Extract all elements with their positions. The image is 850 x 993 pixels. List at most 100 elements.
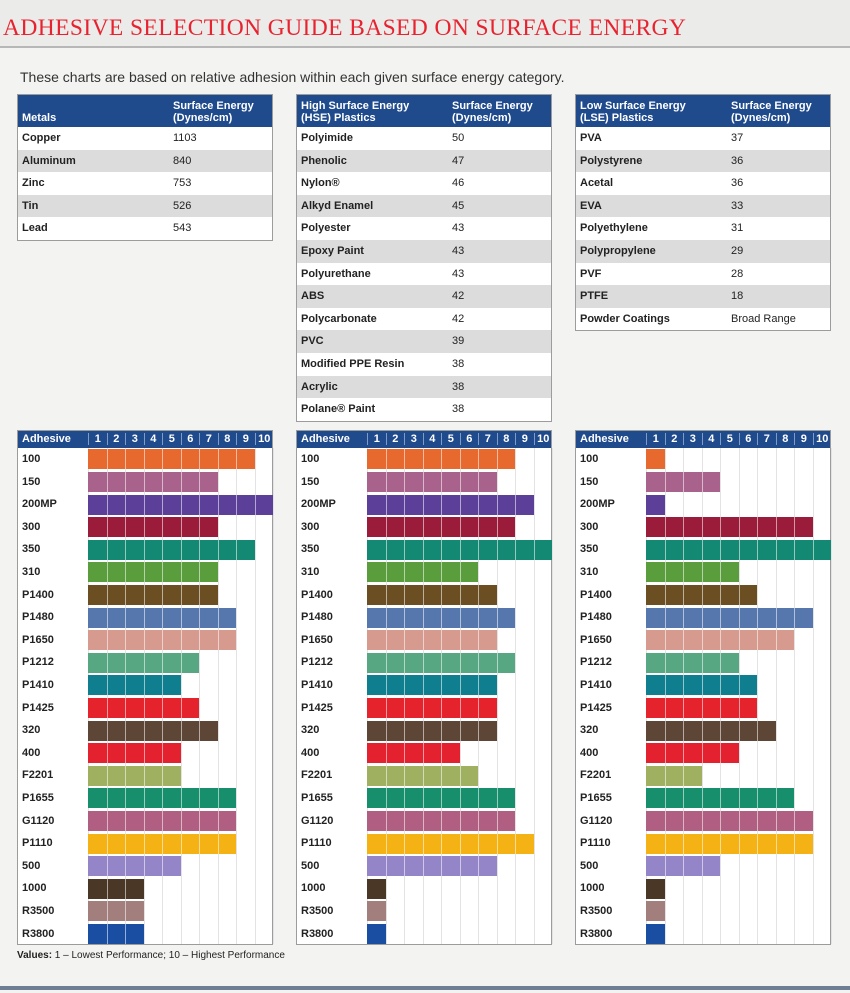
bar-segment-divider bbox=[664, 607, 666, 628]
bar-segment-divider bbox=[125, 765, 126, 786]
bar-segment-divider bbox=[106, 743, 108, 764]
grid-line bbox=[478, 448, 479, 944]
bar-segment-divider bbox=[162, 675, 163, 696]
bar-segment-divider bbox=[757, 810, 758, 831]
tick-label: 5 bbox=[720, 433, 739, 445]
bar-400 bbox=[88, 743, 181, 764]
material-name: Powder Coatings bbox=[580, 312, 670, 325]
material-name: PVF bbox=[580, 267, 602, 280]
hse-plastics-table: High Surface Energy (HSE) Plastics Surfac… bbox=[296, 94, 552, 422]
bar-segment-divider bbox=[385, 675, 387, 696]
grid-line bbox=[646, 448, 647, 944]
bar-segment-divider bbox=[422, 584, 424, 605]
bar-segment-divider bbox=[422, 788, 424, 809]
adhesive-label: P1212 bbox=[301, 656, 333, 669]
lse-adhesive-chart: Adhesive 1 2 3 4 5 6 7 8 9 10 100 150 200MP 300 350 310 P… bbox=[575, 430, 832, 945]
bar-segment-divider bbox=[162, 539, 163, 560]
table-row: Polyester 43 bbox=[297, 217, 551, 240]
adhesive-label: 300 bbox=[580, 520, 599, 533]
bar-segment-divider bbox=[664, 833, 666, 854]
surface-energy-value: 840 bbox=[173, 154, 192, 167]
bar-segment-divider bbox=[738, 539, 740, 560]
bar-segment-divider bbox=[794, 517, 795, 538]
bar-segment-divider bbox=[701, 697, 703, 718]
table-row: Polyurethane 43 bbox=[297, 263, 551, 286]
bar-segment-divider bbox=[404, 652, 405, 673]
bar-segment-divider bbox=[404, 856, 405, 877]
adhesive-column-header: Adhesive bbox=[22, 433, 71, 445]
bar-segment-divider bbox=[478, 833, 479, 854]
bar-segment-divider bbox=[180, 788, 182, 809]
bar-segment-divider bbox=[125, 494, 126, 515]
surface-energy-value: 43 bbox=[452, 222, 465, 235]
bar-p1400 bbox=[88, 584, 218, 605]
bar-segment-divider bbox=[701, 833, 703, 854]
grid-line bbox=[125, 448, 126, 944]
bar-segment-divider bbox=[496, 833, 498, 854]
material-name: Polyimide bbox=[301, 132, 353, 144]
bar-500 bbox=[367, 856, 497, 877]
bar-segment-divider bbox=[441, 720, 442, 741]
bar-segment-divider bbox=[738, 607, 740, 628]
surface-energy-value: 33 bbox=[731, 199, 744, 212]
bar-f2201 bbox=[646, 765, 702, 786]
bar-segment-divider bbox=[404, 607, 405, 628]
adhesive-label: P1655 bbox=[580, 792, 612, 804]
bar-segment-divider bbox=[757, 630, 758, 651]
bar-segment-divider bbox=[422, 494, 424, 515]
bar-segment-divider bbox=[125, 449, 126, 470]
bar-segment-divider bbox=[720, 630, 721, 651]
tick-label: 5 bbox=[441, 433, 460, 445]
legend-text: 1 – Lowest Performance; 10 – Highest Per… bbox=[52, 950, 285, 961]
adhesive-label: P1212 bbox=[22, 656, 54, 669]
material-name: Tin bbox=[22, 199, 39, 212]
bar-segment-divider bbox=[162, 743, 163, 764]
bar-400 bbox=[646, 743, 739, 764]
bar-segment-divider bbox=[720, 562, 721, 583]
material-name: Polane® Paint bbox=[301, 403, 376, 416]
bar-segment-divider bbox=[162, 494, 163, 515]
grid-line bbox=[162, 448, 163, 944]
bar-segment-divider bbox=[701, 720, 703, 741]
bar-segment-divider bbox=[757, 517, 758, 538]
metals-adhesive-chart: Adhesive 1 2 3 4 5 6 7 8 9 10 100 150 200MP 300 350 310 P… bbox=[17, 430, 274, 945]
bar-segment-divider bbox=[385, 856, 387, 877]
bar-segment-divider bbox=[664, 562, 666, 583]
bar-segment-divider bbox=[757, 539, 758, 560]
bar-segment-divider bbox=[217, 630, 219, 651]
adhesive-label: P1110 bbox=[580, 837, 611, 850]
bar-segment-divider bbox=[683, 810, 684, 831]
bottom-rule bbox=[0, 986, 850, 990]
bar-p1650 bbox=[367, 630, 497, 651]
grid-line bbox=[701, 448, 703, 944]
table-row: PVA 37 bbox=[576, 127, 830, 150]
bar-segment-divider bbox=[664, 720, 666, 741]
table-row: Lead 543 bbox=[18, 217, 272, 240]
table-row: Phenolic 47 bbox=[297, 149, 551, 173]
bar-segment-divider bbox=[125, 607, 126, 628]
material-name: Polypropylene bbox=[580, 244, 656, 257]
bar-segment-divider bbox=[701, 607, 703, 628]
bar-r3500 bbox=[88, 901, 144, 922]
surface-energy-value: 39 bbox=[452, 335, 465, 348]
bar-segment-divider bbox=[404, 720, 405, 741]
bar-segment-divider bbox=[106, 562, 108, 583]
bar-segment-divider bbox=[385, 743, 387, 764]
bar-segment-divider bbox=[162, 765, 163, 786]
surface-energy-value: 526 bbox=[173, 199, 192, 212]
bar-segment-divider bbox=[199, 607, 200, 628]
bar-segment-divider bbox=[106, 788, 108, 809]
adhesive-label: 1000 bbox=[580, 882, 605, 895]
bar-p1480 bbox=[646, 607, 813, 628]
header-surface-energy: Surface Energy (Dynes/cm) bbox=[173, 100, 254, 124]
table-row: PVF 28 bbox=[576, 263, 830, 286]
header-surface-energy: Surface Energy (Dynes/cm) bbox=[731, 100, 812, 124]
bar-segment-divider bbox=[199, 471, 200, 492]
adhesive-label: P1410 bbox=[301, 679, 333, 691]
bar-segment-divider bbox=[143, 494, 145, 515]
table-row: Aluminum 840 bbox=[18, 149, 272, 173]
bar-segment-divider bbox=[180, 562, 182, 583]
adhesive-label: P1650 bbox=[301, 633, 333, 646]
bar-segment-divider bbox=[683, 652, 684, 673]
bar-segment-divider bbox=[664, 517, 666, 538]
